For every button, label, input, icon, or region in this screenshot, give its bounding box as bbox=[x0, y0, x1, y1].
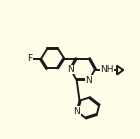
Text: NH: NH bbox=[100, 65, 114, 74]
Text: N: N bbox=[73, 107, 80, 116]
Text: F: F bbox=[28, 54, 33, 63]
Text: N: N bbox=[86, 76, 92, 85]
Text: N: N bbox=[67, 65, 74, 74]
